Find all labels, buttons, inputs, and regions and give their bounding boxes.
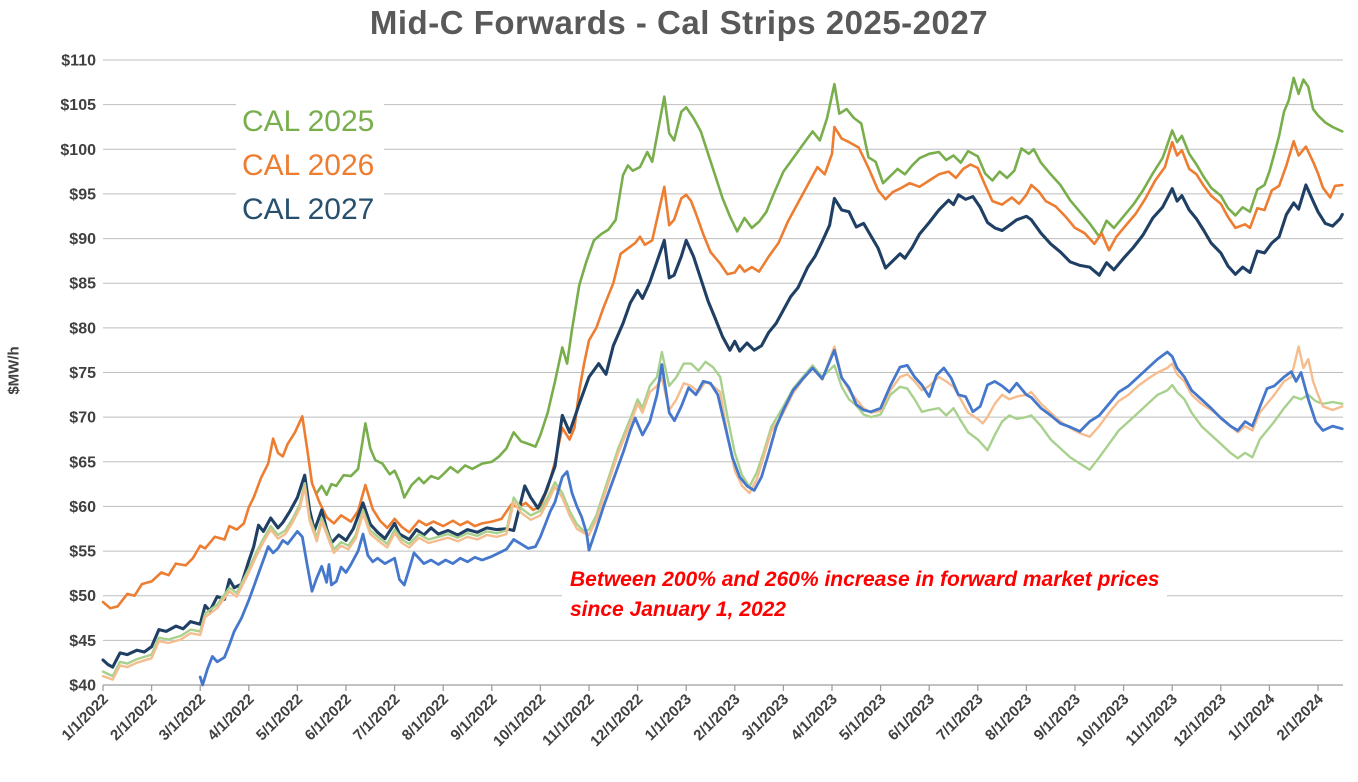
x-tick-label: 6/1/2023 (885, 691, 938, 744)
series-line-cal-2025 (315, 76, 1344, 499)
y-tick-label: $40 (69, 678, 96, 695)
annotation-text: Between 200% and 260% increase in forwar… (562, 563, 1168, 629)
x-tick-label: 5/1/2022 (253, 691, 306, 744)
x-tick-label: 6/1/2022 (302, 691, 355, 744)
x-tick-label: 2/1/2023 (690, 691, 743, 744)
x-tick-label: 1/1/2023 (642, 691, 695, 744)
series-line-unlabeled-blue (198, 348, 1344, 687)
y-tick-label: $65 (69, 454, 96, 471)
x-tick-label: 8/1/2023 (982, 691, 1035, 744)
series-line-unlabeled-light-orange (101, 345, 1344, 681)
legend: CAL 2025 CAL 2026 CAL 2027 (236, 100, 385, 232)
x-tick-label: 8/1/2022 (399, 691, 452, 744)
x-tick-label: 4/1/2023 (788, 691, 841, 744)
y-tick-label: $85 (69, 276, 96, 293)
x-tick-label: 12/1/2023 (1170, 691, 1229, 750)
annotation-line-1: Between 200% and 260% increase in forwar… (570, 568, 1160, 591)
y-tick-label: $90 (69, 231, 96, 248)
x-tick-label: 12/1/2022 (587, 691, 646, 750)
y-tick-label: $95 (69, 186, 96, 203)
y-tick-label: $50 (69, 588, 96, 605)
y-tick-labels: $40 $45 $50 $55 $60 $65 $70 $75 $80 $85 $90 $95 $100… (60, 53, 96, 695)
x-tick-label: 5/1/2023 (836, 691, 889, 744)
legend-item-cal-2025: CAL 2025 (236, 100, 385, 144)
x-tick-label: 7/1/2022 (350, 691, 403, 744)
y-tick-label: $80 (69, 320, 96, 337)
legend-item-cal-2026: CAL 2026 (236, 144, 385, 188)
legend-item-cal-2027: CAL 2027 (236, 188, 385, 232)
annotation-line-2: since January 1, 2022 (570, 598, 786, 621)
x-tick-label: 10/1/2022 (490, 691, 549, 750)
y-tick-label: $60 (69, 499, 96, 516)
y-tick-label: $105 (60, 97, 96, 114)
x-tick-label: 2/1/2024 (1274, 690, 1328, 744)
y-tick-label: $75 (69, 365, 96, 382)
x-tick-label: 1/1/2024 (1225, 690, 1279, 744)
x-tick-label: 3/1/2022 (156, 691, 209, 744)
y-tick-label: $45 (69, 633, 96, 650)
x-tick-label: 4/1/2022 (204, 691, 257, 744)
series-line-cal-2027 (101, 183, 1344, 669)
y-tick-label: $110 (61, 53, 96, 70)
y-axis-title: $MW/h (5, 346, 23, 395)
series-lines (101, 76, 1344, 687)
chart-title: Mid-C Forwards - Cal Strips 2025-2027 (369, 4, 989, 41)
x-tick-label: 2/1/2022 (107, 691, 160, 744)
x-axis (102, 684, 1343, 691)
x-tick-label: 10/1/2023 (1073, 691, 1132, 750)
y-tick-label: $55 (69, 544, 96, 561)
y-tick-label: $70 (69, 410, 96, 427)
series-line-cal-2026 (101, 125, 1344, 610)
x-tick-label: 7/1/2023 (933, 691, 986, 744)
x-tick-label: 3/1/2023 (739, 691, 792, 744)
x-tick-label: 1/1/2022 (59, 691, 112, 744)
y-tick-label: $100 (60, 142, 96, 159)
x-tick-labels: 1/1/20222/1/20223/1/20224/1/20225/1/2022… (59, 690, 1328, 750)
